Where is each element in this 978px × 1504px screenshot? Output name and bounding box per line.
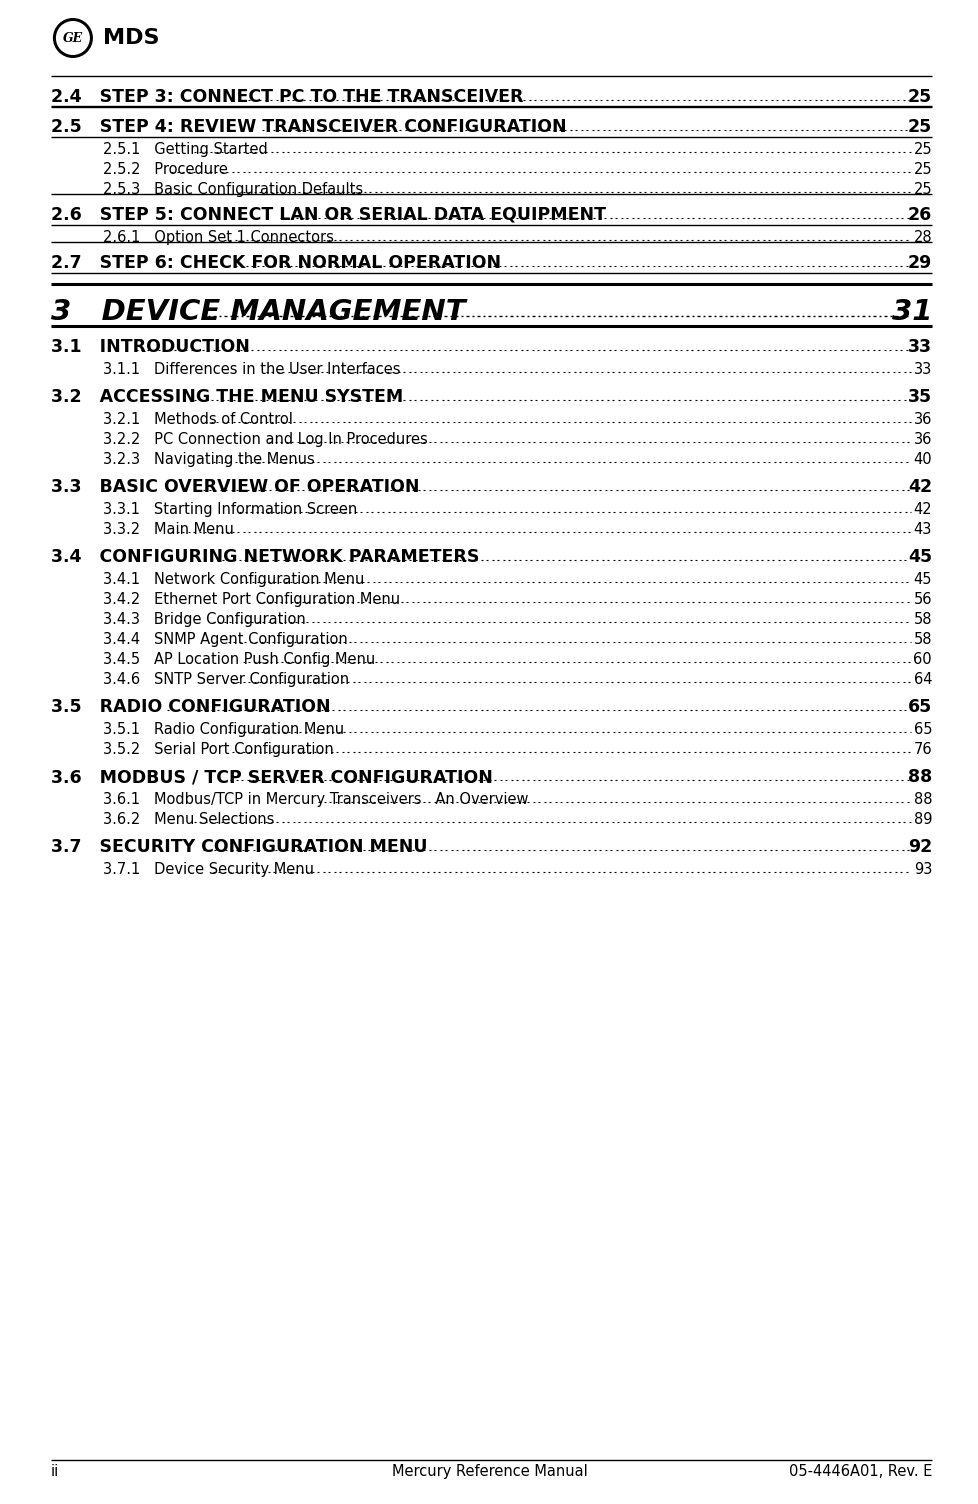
Text: 3.4   CONFIGURING NETWORK PARAMETERS: 3.4 CONFIGURING NETWORK PARAMETERS [51, 547, 479, 566]
Text: 76: 76 [912, 741, 931, 757]
Text: 3.6.2   Menu Selections: 3.6.2 Menu Selections [103, 812, 274, 827]
Text: 64: 64 [912, 672, 931, 687]
Text: 25: 25 [912, 162, 931, 177]
Text: 42: 42 [912, 502, 931, 517]
Text: 2.6   STEP 5: CONNECT LAN OR SERIAL DATA EQUIPMENT: 2.6 STEP 5: CONNECT LAN OR SERIAL DATA E… [51, 206, 605, 224]
Text: 25: 25 [912, 182, 931, 197]
Text: 3.7   SECURITY CONFIGURATION MENU: 3.7 SECURITY CONFIGURATION MENU [51, 838, 427, 856]
Text: GE: GE [63, 32, 83, 45]
Text: 65: 65 [912, 722, 931, 737]
Text: 25: 25 [912, 141, 931, 156]
Text: 3.3.2   Main Menu: 3.3.2 Main Menu [103, 522, 234, 537]
Text: 2.5.2   Procedure: 2.5.2 Procedure [103, 162, 228, 177]
Text: 60: 60 [912, 653, 931, 666]
Text: 40: 40 [912, 453, 931, 468]
Text: 26: 26 [907, 206, 931, 224]
Text: 56: 56 [912, 593, 931, 608]
Text: Mercury Reference Manual: Mercury Reference Manual [391, 1463, 587, 1478]
Text: 3.4.6   SNTP Server Configuration: 3.4.6 SNTP Server Configuration [103, 672, 348, 687]
Text: 3.1.1   Differences in the User Interfaces: 3.1.1 Differences in the User Interfaces [103, 362, 400, 378]
Text: 3.5.2   Serial Port Configuration: 3.5.2 Serial Port Configuration [103, 741, 333, 757]
Text: 2.4   STEP 3: CONNECT PC TO THE TRANSCEIVER: 2.4 STEP 3: CONNECT PC TO THE TRANSCEIVE… [51, 89, 523, 105]
Circle shape [56, 21, 90, 56]
Text: 3.1   INTRODUCTION: 3.1 INTRODUCTION [51, 338, 249, 356]
Text: 3.2.1   Methods of Control: 3.2.1 Methods of Control [103, 412, 292, 427]
Text: 42: 42 [907, 478, 931, 496]
Text: 29: 29 [907, 254, 931, 272]
Text: 31: 31 [891, 298, 931, 326]
Text: ii: ii [51, 1463, 59, 1478]
Text: 28: 28 [912, 230, 931, 245]
Text: 3.4.2   Ethernet Port Configuration Menu: 3.4.2 Ethernet Port Configuration Menu [103, 593, 399, 608]
Text: 36: 36 [912, 432, 931, 447]
Text: 2.7   STEP 6: CHECK FOR NORMAL OPERATION: 2.7 STEP 6: CHECK FOR NORMAL OPERATION [51, 254, 501, 272]
Text: 2.5.3   Basic Configuration Defaults: 2.5.3 Basic Configuration Defaults [103, 182, 363, 197]
Text: 45: 45 [912, 572, 931, 587]
Text: 3.5.1   Radio Configuration Menu: 3.5.1 Radio Configuration Menu [103, 722, 343, 737]
Text: 3.4.4   SNMP Agent Configuration: 3.4.4 SNMP Agent Configuration [103, 632, 347, 647]
Text: 3.2.2   PC Connection and Log In Procedures: 3.2.2 PC Connection and Log In Procedure… [103, 432, 427, 447]
Text: 3.6   MODBUS / TCP SERVER CONFIGURATION: 3.6 MODBUS / TCP SERVER CONFIGURATION [51, 769, 492, 787]
Text: 58: 58 [912, 612, 931, 627]
Text: 65: 65 [907, 698, 931, 716]
Text: 43: 43 [912, 522, 931, 537]
Text: 2.5   STEP 4: REVIEW TRANSCEIVER CONFIGURATION: 2.5 STEP 4: REVIEW TRANSCEIVER CONFIGURA… [51, 117, 566, 135]
Text: 3.3   BASIC OVERVIEW OF OPERATION: 3.3 BASIC OVERVIEW OF OPERATION [51, 478, 419, 496]
Text: 92: 92 [907, 838, 931, 856]
Text: 3.2.3   Navigating the Menus: 3.2.3 Navigating the Menus [103, 453, 314, 468]
Text: 3.4.3   Bridge Configuration: 3.4.3 Bridge Configuration [103, 612, 305, 627]
Text: 89: 89 [912, 812, 931, 827]
Circle shape [53, 18, 93, 59]
Text: 88: 88 [907, 769, 931, 787]
Text: 25: 25 [907, 89, 931, 105]
Text: 36: 36 [912, 412, 931, 427]
Text: 3.6.1   Modbus/TCP in Mercury Transceivers   An Overview: 3.6.1 Modbus/TCP in Mercury Transceivers… [103, 793, 528, 808]
Text: 33: 33 [912, 362, 931, 378]
Text: MDS: MDS [103, 29, 159, 48]
Text: 3   DEVICE MANAGEMENT: 3 DEVICE MANAGEMENT [51, 298, 466, 326]
Text: 88: 88 [912, 793, 931, 808]
Text: 3.7.1   Device Security Menu: 3.7.1 Device Security Menu [103, 862, 314, 877]
Text: 3.5   RADIO CONFIGURATION: 3.5 RADIO CONFIGURATION [51, 698, 331, 716]
Text: 33: 33 [907, 338, 931, 356]
Text: 45: 45 [907, 547, 931, 566]
Text: 25: 25 [907, 117, 931, 135]
Text: 58: 58 [912, 632, 931, 647]
Text: 2.5.1   Getting Started: 2.5.1 Getting Started [103, 141, 267, 156]
Text: 3.4.5   AP Location Push Config Menu: 3.4.5 AP Location Push Config Menu [103, 653, 375, 666]
Text: 93: 93 [912, 862, 931, 877]
Text: 3.3.1   Starting Information Screen: 3.3.1 Starting Information Screen [103, 502, 357, 517]
Text: 3.2   ACCESSING THE MENU SYSTEM: 3.2 ACCESSING THE MENU SYSTEM [51, 388, 403, 406]
Text: 2.6.1   Option Set 1 Connectors: 2.6.1 Option Set 1 Connectors [103, 230, 333, 245]
Text: 3.4.1   Network Configuration Menu: 3.4.1 Network Configuration Menu [103, 572, 364, 587]
Text: 05-4446A01, Rev. E: 05-4446A01, Rev. E [788, 1463, 931, 1478]
Text: 35: 35 [907, 388, 931, 406]
